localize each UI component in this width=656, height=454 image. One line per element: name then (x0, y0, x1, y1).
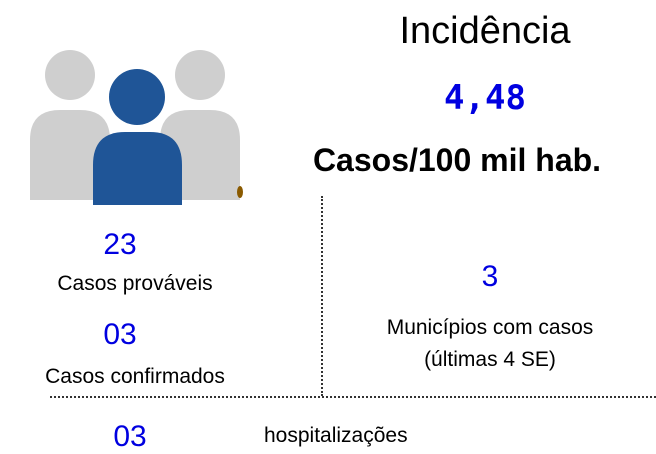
municipalities-value: 3 (481, 260, 499, 293)
hospitalizations-label: hospitalizações (264, 424, 408, 447)
incidence-unit: Casos/100 mil hab. (312, 142, 602, 178)
incidence-value: 4,48 (444, 78, 526, 118)
hospitalizations-value: 03 (113, 420, 147, 453)
municipalities-note: (últimas 4 SE) (424, 348, 556, 371)
people-icon (30, 50, 243, 205)
probable-value: 23 (103, 228, 137, 261)
incidence-title: Incidência (399, 10, 571, 52)
divider-vertical (321, 196, 323, 396)
confirmed-value: 03 (103, 318, 137, 351)
municipalities-label: Municípios com casos (386, 316, 594, 339)
probable-label: Casos prováveis (57, 272, 213, 295)
confirmed-label: Casos confirmados (45, 365, 225, 388)
divider-horizontal (50, 396, 656, 398)
